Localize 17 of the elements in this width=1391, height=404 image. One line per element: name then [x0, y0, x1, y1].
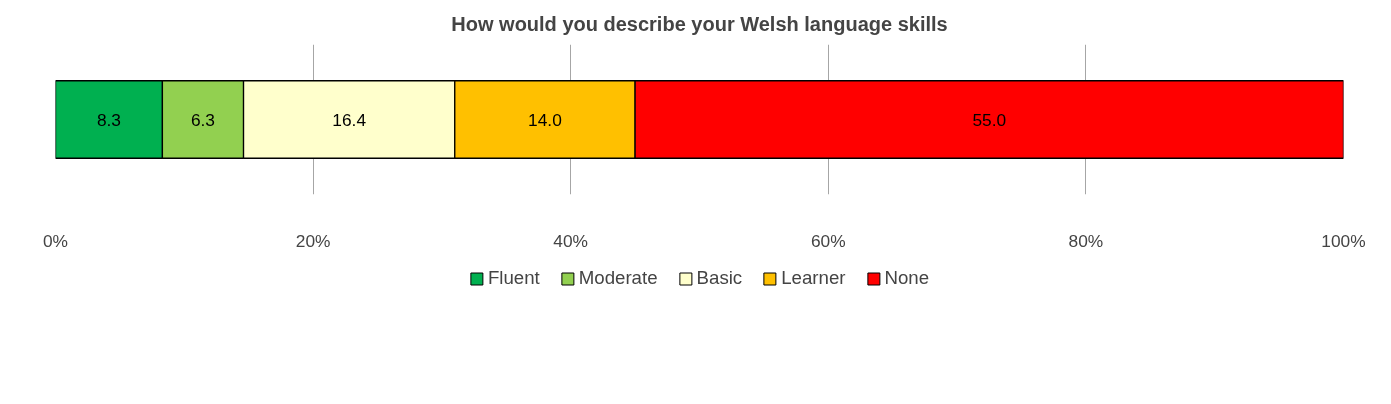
- x-tick-label: 40%: [553, 230, 589, 251]
- x-tick-label: 0%: [42, 230, 69, 251]
- data-label: 6.3: [190, 109, 216, 130]
- legend-label: Fluent: [487, 267, 540, 289]
- legend-label: None: [884, 267, 930, 289]
- x-tick-label: 60%: [810, 230, 846, 251]
- chart-title: How would you describe your Welsh language skills: [451, 12, 948, 35]
- data-label: 55.0: [972, 109, 1007, 130]
- data-label: 14.0: [528, 109, 562, 130]
- legend-label: Moderate: [578, 267, 658, 289]
- x-tick-label: 100%: [1321, 230, 1366, 251]
- data-label: 8.3: [96, 109, 121, 130]
- legend-label: Basic: [696, 267, 743, 289]
- legend-label: Learner: [781, 267, 846, 289]
- x-tick-label: 20%: [295, 230, 331, 251]
- x-tick-label: 80%: [1068, 230, 1104, 251]
- data-label: 16.4: [332, 109, 367, 130]
